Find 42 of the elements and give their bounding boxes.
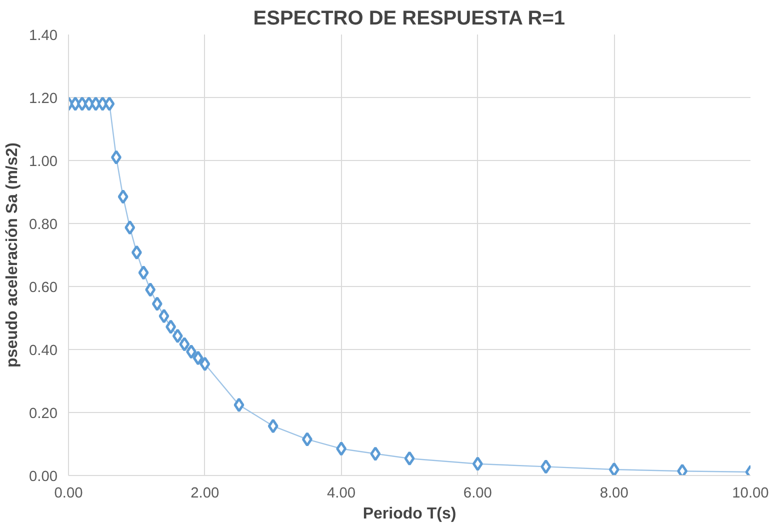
x-tick-label: 0.00: [54, 486, 83, 502]
x-axis-title: Periodo T(s): [362, 506, 456, 522]
point: [472, 456, 483, 472]
point: [179, 336, 190, 352]
point: [110, 150, 122, 165]
point: [124, 220, 136, 235]
point: [131, 245, 142, 260]
point: [145, 282, 156, 297]
x-tick-label: 10.00: [732, 486, 769, 502]
x-tick-label: 6.00: [463, 486, 492, 502]
point: [166, 320, 176, 334]
point: [186, 344, 197, 359]
point: [336, 441, 347, 456]
y-tick-label: 1.40: [28, 28, 58, 44]
y-tick-label: 0.60: [28, 280, 58, 296]
y-axis-title: pseudo aceleración Sa (m/s2): [4, 142, 21, 368]
y-tick-label: 1.00: [28, 154, 58, 170]
y-tick-label: 0.20: [28, 406, 58, 422]
point: [677, 464, 688, 476]
point: [172, 328, 183, 344]
point: [192, 350, 204, 366]
point: [234, 398, 244, 412]
point: [404, 451, 415, 466]
y-tick-label: 0.80: [28, 217, 58, 233]
point: [302, 432, 312, 447]
x-tick-label: 2.00: [190, 486, 220, 502]
point: [608, 462, 620, 476]
y-tick-label: 0.40: [28, 343, 58, 359]
point: [152, 296, 162, 312]
x-tick-label: 8.00: [600, 486, 628, 502]
point: [104, 96, 115, 112]
y-tick-label: 0.00: [28, 469, 58, 485]
x-tick-label: 4.00: [327, 486, 356, 502]
point: [268, 418, 278, 434]
point: [540, 459, 552, 474]
point: [200, 356, 210, 372]
chart-title: ESPECTRO DE RESPUESTA R=1: [253, 8, 566, 30]
point: [158, 308, 170, 324]
point: [370, 446, 381, 462]
y-tick-label: 1.20: [28, 91, 58, 107]
point: [138, 265, 149, 280]
point: [118, 189, 128, 204]
